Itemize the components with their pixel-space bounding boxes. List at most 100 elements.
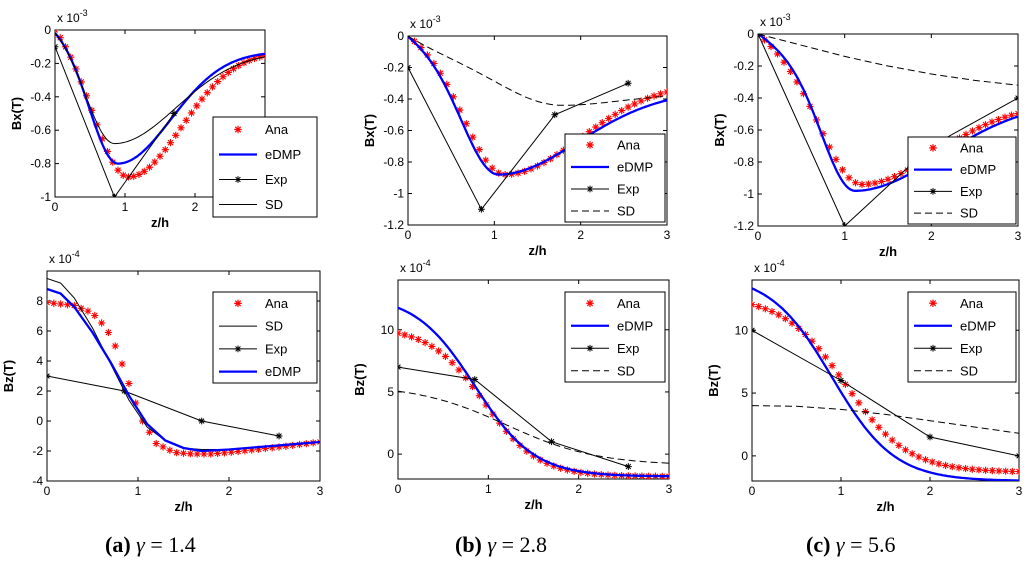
data-point <box>234 447 242 456</box>
data-point <box>618 107 626 115</box>
legend-item-sd: SD <box>219 197 283 212</box>
data-point <box>975 466 983 474</box>
data-point <box>398 329 402 337</box>
x-tick-label: 3 <box>317 484 324 498</box>
data-point <box>177 124 185 132</box>
legend-label: SD <box>617 363 635 378</box>
legend: Ana eDMP Exp SD <box>907 136 1017 225</box>
data-point <box>443 80 451 88</box>
data-point <box>118 360 126 368</box>
legend-label: SD <box>265 197 283 212</box>
y-tick-label: -0.6 <box>30 123 51 137</box>
data-point <box>656 90 665 98</box>
data-point <box>198 417 206 425</box>
data-point <box>224 68 232 77</box>
caption-b: (b) γ = 2.8 <box>455 532 547 557</box>
legend-item-exp: Exp <box>571 182 639 197</box>
data-point <box>752 326 756 334</box>
y-axis-label: Bx(T) <box>362 114 377 147</box>
series-edmp <box>758 34 1018 192</box>
data-point <box>156 152 164 160</box>
y-tick-label: 8 <box>36 294 43 308</box>
data-point <box>845 174 853 182</box>
x-tick-label: 0 <box>395 482 402 496</box>
axis-multiplier: x 10-4 <box>754 258 785 275</box>
series-line <box>758 34 1018 192</box>
legend-item-sd: SD <box>914 363 978 378</box>
series-line <box>752 329 1019 457</box>
y-tick-label: 0 <box>741 449 748 463</box>
data-point <box>516 441 524 449</box>
legend: Ana eDMP Exp SD <box>564 133 666 223</box>
legend-label: Ana <box>265 296 289 311</box>
series-exp <box>47 372 283 440</box>
y-tick-label: -0.4 <box>733 91 754 105</box>
legend-item-sd: SD <box>219 319 283 334</box>
data-point <box>988 467 996 475</box>
data-point <box>455 366 463 374</box>
data-point <box>227 448 235 456</box>
data-point <box>414 335 422 344</box>
x-tick-label: 0 <box>405 228 412 242</box>
axis-multiplier: x 10-4 <box>400 258 431 275</box>
data-point <box>125 379 133 388</box>
y-axis-label: Bz(T) <box>706 364 721 397</box>
data-point <box>256 53 264 61</box>
y-tick-label: -0.6 <box>383 124 404 138</box>
data-point <box>527 165 535 173</box>
data-point <box>781 315 789 323</box>
data-point <box>550 462 558 470</box>
y-tick-label: 0 <box>397 29 404 43</box>
data-point <box>398 363 402 371</box>
axes-box <box>54 29 266 198</box>
series-sd <box>408 36 667 106</box>
data-point <box>50 299 58 307</box>
legend: Ana eDMP Exp SD <box>212 116 318 218</box>
legend-label: eDMP <box>617 160 653 175</box>
data-point <box>598 119 606 127</box>
data-point <box>475 392 483 400</box>
data-point <box>140 167 148 175</box>
data-point <box>962 130 970 138</box>
data-point <box>536 456 544 464</box>
data-point <box>186 450 194 458</box>
data-point <box>908 450 916 458</box>
y-tick-label: -1 <box>393 187 404 201</box>
legend-item-edmp: eDMP <box>219 364 301 379</box>
plot-area <box>752 287 1019 481</box>
data-point <box>815 345 823 353</box>
x-tick-label: 2 <box>928 229 935 243</box>
x-tick-label: 1 <box>838 484 845 498</box>
legend-item-sd: SD <box>571 204 635 219</box>
data-point <box>877 177 886 186</box>
data-point <box>421 339 429 347</box>
data-point <box>170 110 178 117</box>
panel-b-bot: 0 1 2 3 0 5 10 z/h Bz(T) x 10-4 Ana eDMP Exp SD <box>352 258 673 512</box>
legend-label: Exp <box>960 341 982 356</box>
data-point <box>282 442 290 450</box>
data-point <box>1007 111 1016 119</box>
data-point <box>47 298 51 307</box>
data-point <box>441 352 450 360</box>
data-point <box>529 452 538 460</box>
legend-label: eDMP <box>617 318 653 333</box>
x-axis-label: z/h <box>174 499 192 514</box>
data-point <box>1014 109 1018 118</box>
series-sd <box>758 34 1018 86</box>
data-point <box>585 128 593 136</box>
data-point <box>786 67 795 76</box>
data-point <box>520 167 529 175</box>
data-point <box>468 382 477 391</box>
data-point <box>557 464 565 472</box>
data-point <box>975 124 983 132</box>
legend-label: Ana <box>617 296 641 311</box>
data-point <box>1014 94 1018 102</box>
legend-item-ana: Ana <box>586 296 641 311</box>
data-point <box>430 59 438 68</box>
data-point <box>179 449 188 457</box>
y-tick-label: 10 <box>735 323 749 337</box>
data-point <box>835 371 843 379</box>
legend-label: Exp <box>617 182 639 197</box>
data-point <box>637 97 645 105</box>
y-tick-label: -1 <box>743 187 754 201</box>
